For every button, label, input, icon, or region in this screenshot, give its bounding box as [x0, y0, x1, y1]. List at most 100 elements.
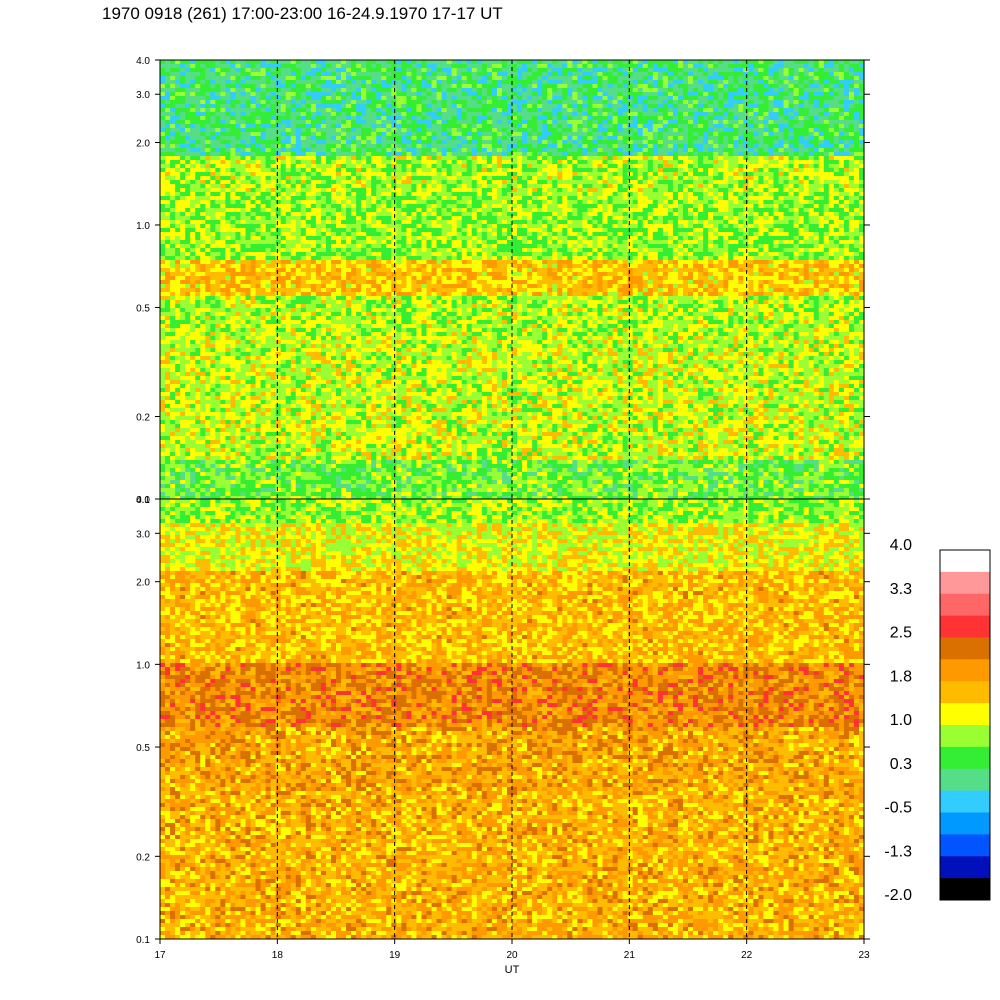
heatmap-cell: [643, 80, 649, 85]
heatmap-cell: [180, 76, 186, 81]
heatmap-cell: [245, 88, 251, 93]
heatmap-cell: [849, 88, 855, 93]
heatmap-cell: [567, 60, 573, 65]
heatmap-cell: [472, 84, 478, 89]
heatmap-cell: [673, 80, 679, 85]
heatmap-cell: [381, 76, 387, 81]
heatmap-cell: [748, 84, 754, 89]
heatmap-cell: [472, 72, 478, 77]
heatmap-cell: [834, 60, 840, 65]
heatmap-cell: [462, 68, 468, 73]
heatmap-cell: [723, 76, 729, 81]
heatmap-cell: [170, 92, 176, 97]
heatmap-cell: [603, 92, 609, 97]
heatmap-cell: [789, 92, 795, 97]
heatmap-cell: [331, 84, 337, 89]
heatmap-cell: [457, 60, 463, 65]
heatmap-cell: [784, 92, 790, 97]
heatmap-cell: [799, 88, 805, 93]
heatmap-cell: [220, 60, 226, 65]
heatmap-cell: [713, 88, 719, 93]
heatmap-cell: [205, 64, 211, 69]
heatmap-cell: [356, 60, 362, 65]
heatmap-cell: [582, 80, 588, 85]
heatmap-cell: [613, 92, 619, 97]
heatmap-cell: [773, 72, 779, 77]
heatmap-cell: [225, 88, 231, 93]
heatmap-cell: [567, 76, 573, 81]
heatmap-cell: [628, 84, 634, 89]
heatmap-cell: [758, 92, 764, 97]
heatmap-cell: [411, 76, 417, 81]
heatmap-cell: [371, 64, 377, 69]
heatmap-cell: [522, 60, 528, 65]
heatmap-cell: [653, 76, 659, 81]
heatmap-cell: [175, 96, 181, 101]
heatmap-cell: [784, 60, 790, 65]
heatmap-cell: [230, 88, 236, 93]
heatmap-cell: [633, 84, 639, 89]
heatmap-cell: [638, 60, 644, 65]
heatmap-cell: [547, 80, 553, 85]
heatmap-cell: [326, 80, 332, 85]
heatmap-cell: [401, 68, 407, 73]
heatmap-cell: [723, 92, 729, 97]
heatmap-cell: [804, 68, 810, 73]
heatmap-cell: [547, 76, 553, 81]
heatmap-cell: [834, 84, 840, 89]
heatmap-cell: [723, 68, 729, 73]
heatmap-cell: [291, 64, 297, 69]
heatmap-cell: [613, 84, 619, 89]
heatmap-cell: [708, 88, 714, 93]
heatmap-cell: [381, 72, 387, 77]
heatmap-cell: [411, 92, 417, 97]
heatmap-cell: [286, 76, 292, 81]
heatmap-cell: [587, 84, 593, 89]
heatmap-cell: [356, 68, 362, 73]
heatmap-cell: [789, 88, 795, 93]
heatmap-cell: [416, 88, 422, 93]
heatmap-cell: [698, 68, 704, 73]
heatmap-cell: [200, 84, 206, 89]
heatmap-cell: [758, 76, 764, 81]
heatmap-cell: [638, 64, 644, 69]
heatmap-cell: [266, 64, 272, 69]
heatmap-cell: [698, 76, 704, 81]
heatmap-cell: [245, 96, 251, 101]
heatmap-cell: [391, 68, 397, 73]
heatmap-cell: [271, 64, 277, 69]
heatmap-cell: [452, 68, 458, 73]
heatmap-cell: [432, 84, 438, 89]
heatmap-cell: [210, 92, 216, 97]
heatmap-cell: [356, 92, 362, 97]
heatmap-cell: [190, 64, 196, 69]
heatmap-cell: [597, 84, 603, 89]
heatmap-cell: [517, 72, 523, 77]
heatmap-cell: [306, 88, 312, 93]
heatmap-cell: [779, 76, 785, 81]
heatmap-cell: [587, 76, 593, 81]
heatmap-cell: [603, 84, 609, 89]
heatmap-cell: [703, 80, 709, 85]
heatmap-cell: [447, 72, 453, 77]
heatmap-cell: [165, 60, 171, 65]
heatmap-cell: [421, 72, 427, 77]
heatmap-cell: [366, 72, 372, 77]
heatmap-cell: [638, 88, 644, 93]
heatmap-cell: [256, 80, 262, 85]
heatmap-cell: [160, 84, 166, 89]
heatmap-cell: [296, 80, 302, 85]
heatmap-cell: [673, 68, 679, 73]
heatmap-cell: [175, 84, 181, 89]
heatmap-cell: [482, 76, 488, 81]
heatmap-cell: [190, 92, 196, 97]
heatmap-cell: [401, 76, 407, 81]
heatmap-cell: [557, 92, 563, 97]
heatmap-cell: [572, 88, 578, 93]
heatmap-cell: [829, 92, 835, 97]
heatmap-cell: [527, 88, 533, 93]
heatmap-cell: [658, 84, 664, 89]
heatmap-cell: [432, 80, 438, 85]
heatmap-cell: [753, 64, 759, 69]
heatmap-cell: [713, 84, 719, 89]
